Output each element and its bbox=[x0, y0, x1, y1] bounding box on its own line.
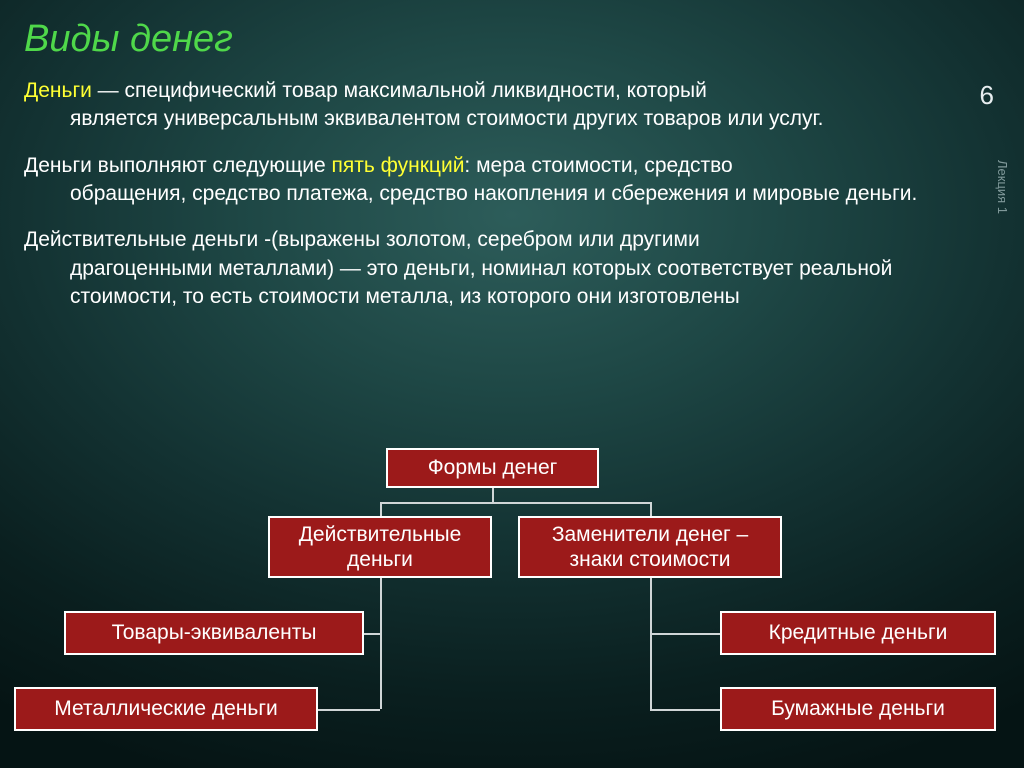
tree-connector bbox=[650, 578, 652, 709]
term-money: Деньги bbox=[24, 79, 92, 102]
slide: Виды денег 6 Лекция 1 Деньги — специфиче… bbox=[0, 0, 1024, 768]
paragraph-2: Деньги выполняют следующие пять функций:… bbox=[24, 152, 1000, 209]
p3-text-b: драгоценными металлами) — это деньги, но… bbox=[24, 255, 1000, 312]
p2-text-a: Деньги выполняют следующие bbox=[24, 154, 331, 177]
tree-node-commodity: Товары-эквиваленты bbox=[64, 611, 364, 655]
tree-node-root: Формы денег bbox=[386, 448, 599, 488]
tree-node-paper: Бумажные деньги bbox=[720, 687, 996, 731]
tree-connector bbox=[492, 488, 494, 502]
tree-node-real-money: Действительныеденьги bbox=[268, 516, 492, 578]
tree-node-substitutes-label: Заменители денег –знаки стоимости bbox=[552, 522, 748, 572]
p1-text-b: является универсальным эквивалентом стои… bbox=[24, 105, 1000, 133]
tree-connector bbox=[318, 709, 380, 711]
tree-connector bbox=[650, 633, 720, 635]
page-number: 6 bbox=[980, 80, 994, 111]
tree-node-metallic-label: Металлические деньги bbox=[54, 696, 277, 721]
tree-node-credit-label: Кредитные деньги bbox=[769, 620, 948, 645]
paragraph-3: Действительные деньги -(выражены золотом… bbox=[24, 226, 1000, 311]
tree-connector bbox=[380, 502, 382, 516]
p2-text-b: : мера стоимости, средство bbox=[464, 154, 732, 177]
tree-node-metallic: Металлические деньги bbox=[14, 687, 318, 731]
tree-connector bbox=[650, 709, 720, 711]
p3-text-a: Действительные деньги -(выражены золотом… bbox=[24, 228, 700, 251]
tree-node-substitutes: Заменители денег –знаки стоимости bbox=[518, 516, 782, 578]
highlight-five-functions: пять функций bbox=[331, 154, 464, 177]
tree-node-commodity-label: Товары-эквиваленты bbox=[112, 620, 317, 645]
tree-connector bbox=[380, 502, 650, 504]
paragraph-1: Деньги — специфический товар максимально… bbox=[24, 77, 1000, 134]
p1-text-a: — специфический товар максимальной ликви… bbox=[92, 79, 707, 102]
tree-connector bbox=[364, 633, 380, 635]
org-tree: Формы денег Действительныеденьги Заменит… bbox=[0, 448, 1024, 768]
tree-node-paper-label: Бумажные деньги bbox=[771, 696, 945, 721]
tree-connector bbox=[650, 502, 652, 516]
tree-connector bbox=[380, 578, 382, 709]
slide-title: Виды денег bbox=[24, 18, 1000, 61]
tree-node-credit: Кредитные деньги bbox=[720, 611, 996, 655]
tree-node-real-money-label: Действительныеденьги bbox=[299, 522, 462, 572]
side-label: Лекция 1 bbox=[995, 160, 1010, 214]
tree-node-root-label: Формы денег bbox=[428, 455, 558, 480]
p2-text-c: обращения, средство платежа, средство на… bbox=[24, 180, 1000, 208]
